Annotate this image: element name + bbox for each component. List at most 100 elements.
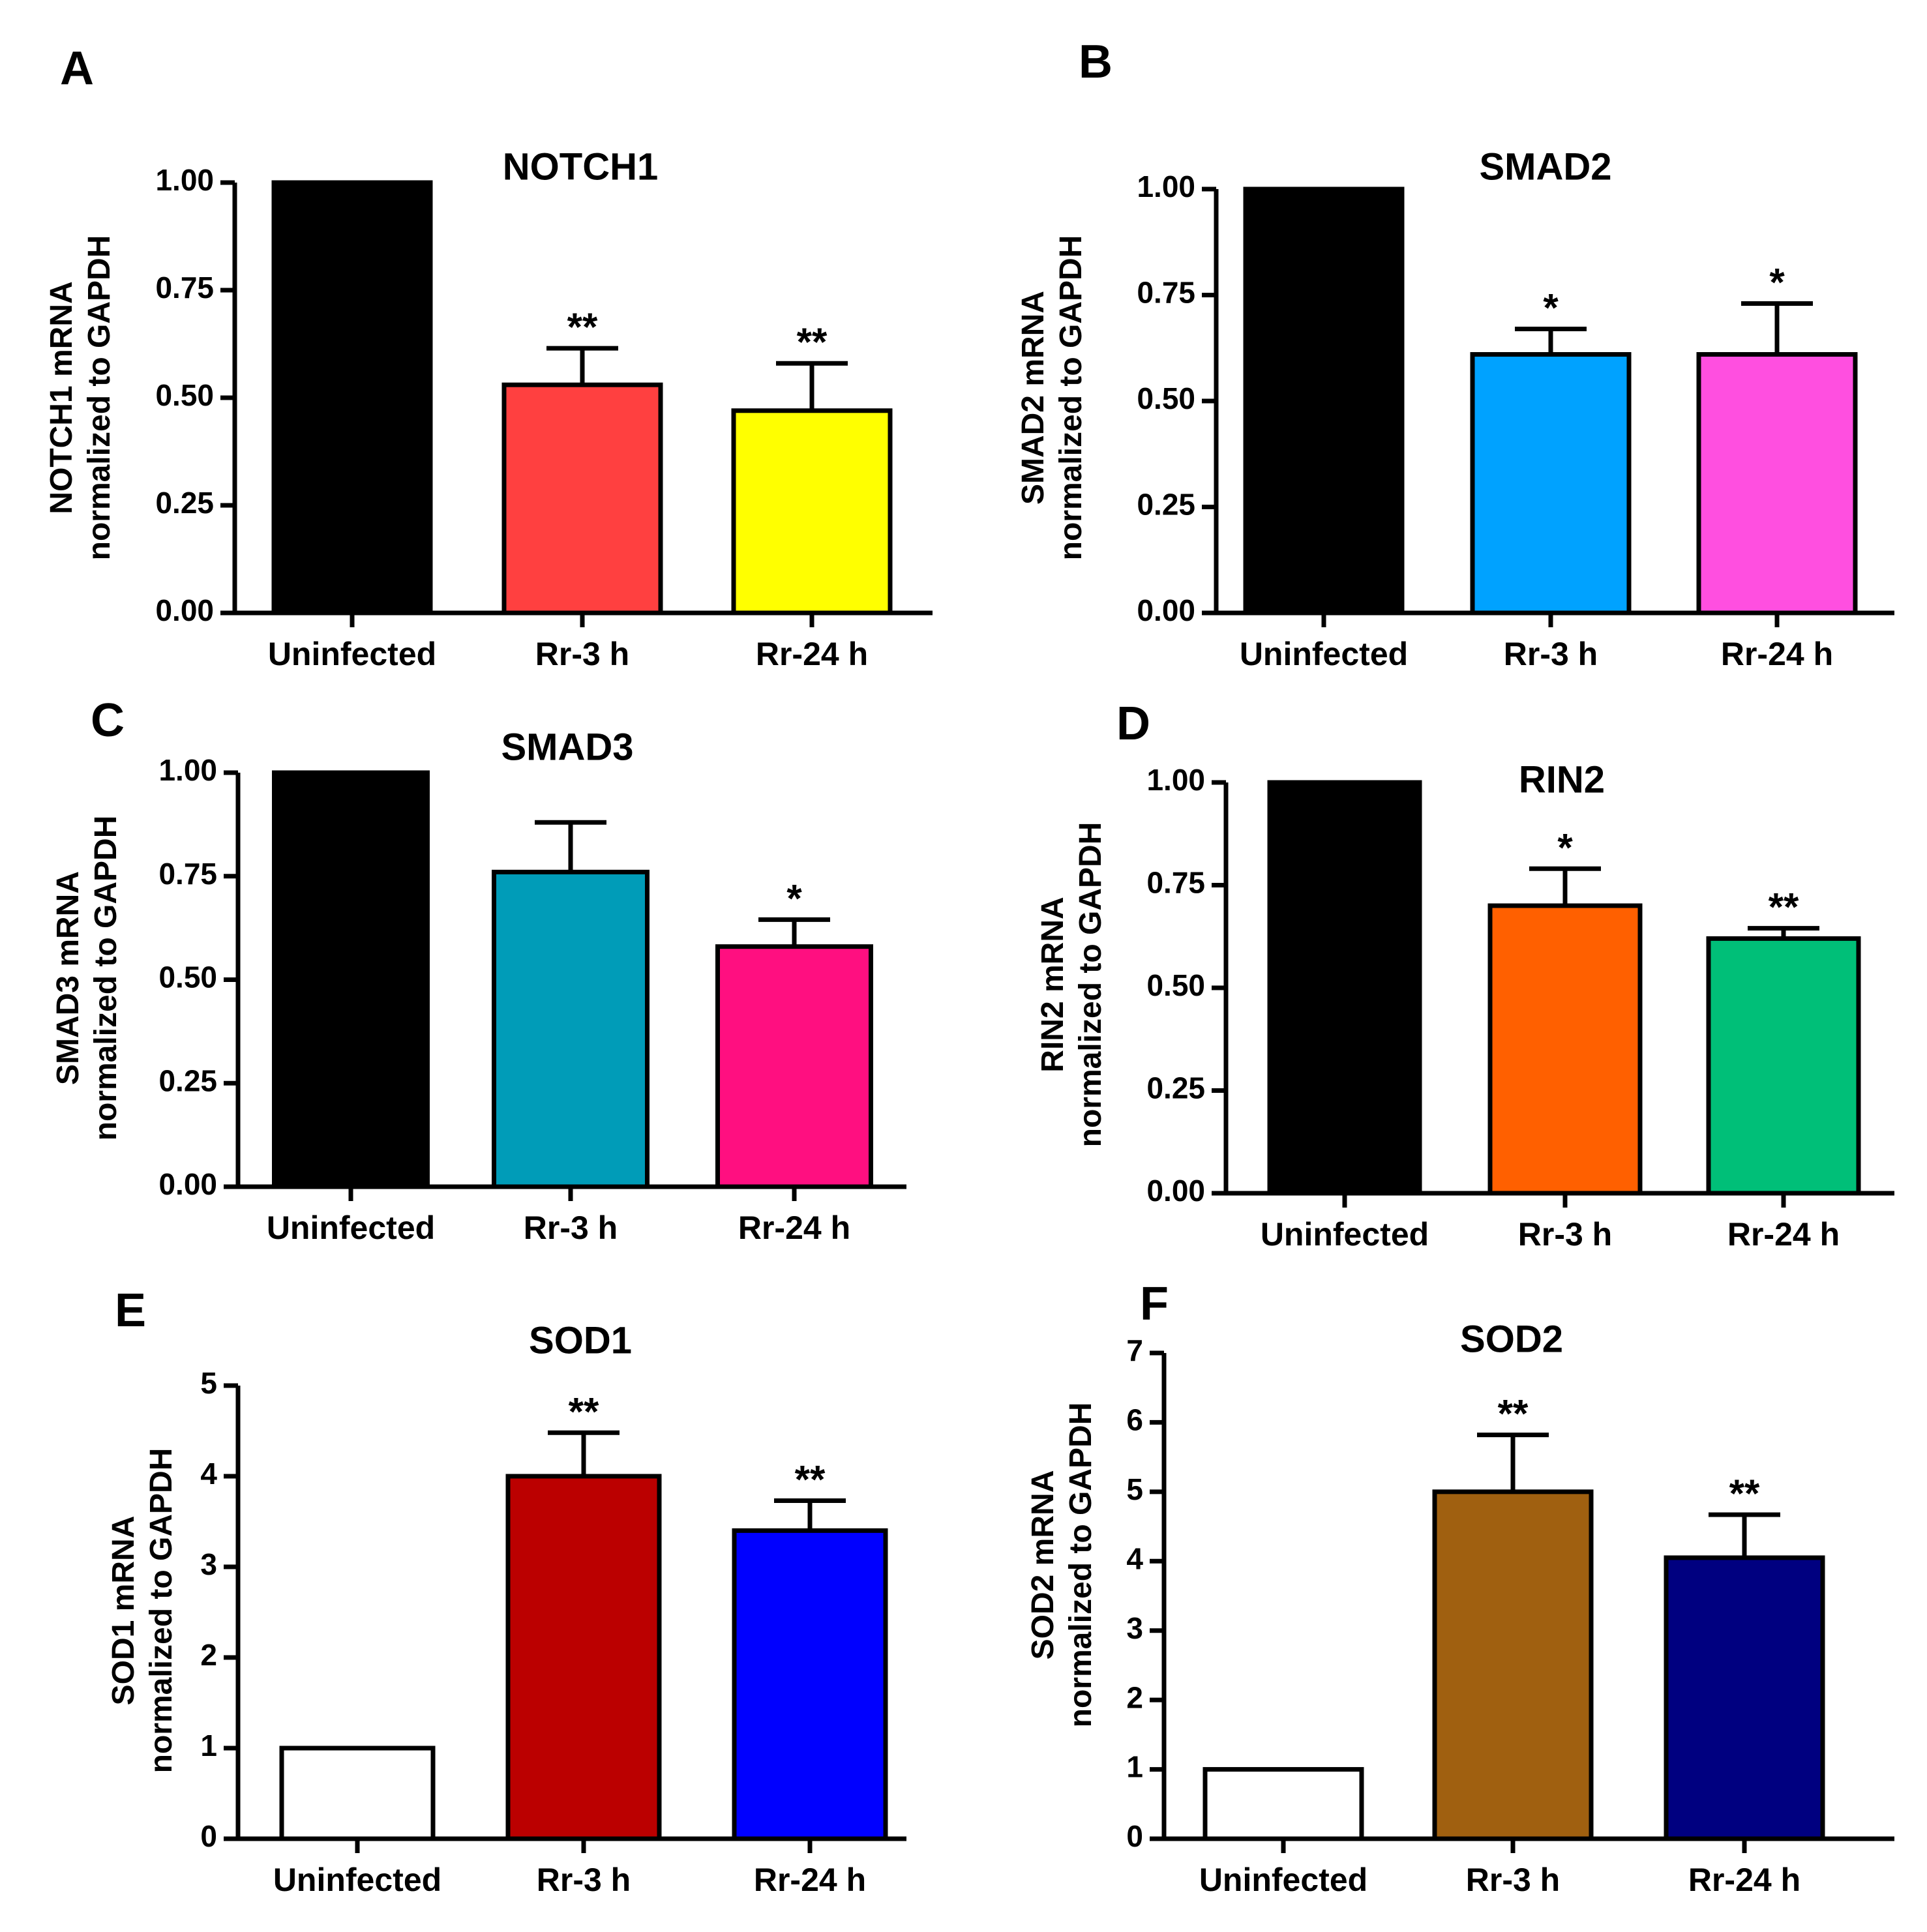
y-tick-label-d-4: 0.75 [1146,866,1205,900]
y-tick-label-d-2: 0.25 [1146,1071,1205,1105]
panel-letter-c: C [91,694,125,747]
y-axis-label-f: SOD2 mRNA normalized to GAPDH [1026,1403,1098,1728]
y-tick-label-f-3: 2 [1126,1680,1143,1714]
chart-panel-b: B SMAD2 SMAD2 mRNA normalized to GAPDH Uninf… [1016,36,1894,672]
panel-letter-b: B [1079,36,1113,88]
chart-panel-d: D RIN2 RIN2 mRNA normalized to GAPDH Uninfec… [1036,698,1894,1253]
y-axis-label-line-e-1: SOD1 mRNA [106,1516,141,1706]
panel-letter-f: F [1140,1278,1169,1330]
chart-panel-a: A NOTCH1 NOTCH1 mRNA normalized to GAPDH Uni… [44,42,933,672]
significance-marker-d-3: ** [1769,885,1799,929]
y-axis-label-line-a-1: NOTCH1 mRNA [44,281,79,514]
y-tick-label-f-4: 3 [1126,1611,1143,1645]
y-axis-label-line-b-1: SMAD2 mRNA [1016,291,1051,505]
significance-marker-e-3: ** [795,1458,826,1502]
significance-marker-c-3: * [786,876,802,920]
y-tick-label-e-4: 3 [200,1547,217,1581]
x-tick-label-c-1: Uninfected [267,1210,435,1246]
x-tick-label-c-3: Rr-24 h [738,1210,850,1246]
chart-panel-c: C SMAD3 SMAD3 mRNA normalized to GAPDH Uninf… [51,694,906,1246]
x-tick-label-d-2: Rr-3 h [1518,1216,1612,1253]
panel-letter-a: A [60,42,94,95]
significance-marker-b-3: * [1769,261,1785,305]
y-axis-label-line-a-2: normalized to GAPDH [82,235,117,561]
y-axis-label-line-f-2: normalized to GAPDH [1064,1403,1098,1728]
bar-d-1 [1267,780,1422,1196]
y-tick-label-a-5: 1.00 [155,163,214,197]
chart-title-c: SMAD3 [501,726,633,768]
y-axis-label-line-f-1: SOD2 mRNA [1026,1470,1060,1660]
x-tick-label-a-2: Rr-3 h [535,636,629,672]
y-tick-label-c-1: 0.00 [158,1167,217,1201]
bar-f-1 [1203,1767,1364,1841]
panel-letter-d: D [1116,698,1150,750]
bar-b-1 [1243,186,1405,616]
chart-panel-e: E SOD1 SOD1 mRNA normalized to GAPDH Uninfec… [106,1285,906,1898]
x-tick-label-f-2: Rr-3 h [1466,1862,1560,1898]
bar-b-3 [1696,352,1858,616]
y-axis-label-line-d-1: RIN2 mRNA [1036,897,1070,1072]
y-tick-label-b-2: 0.25 [1137,488,1195,522]
bar-e-3 [732,1528,888,1841]
x-tick-label-b-1: Uninfected [1240,636,1408,672]
y-axis-label-line-c-2: normalized to GAPDH [89,816,123,1141]
significance-marker-a-3: ** [797,320,828,364]
x-tick-label-f-1: Uninfected [1199,1862,1367,1898]
x-tick-label-d-3: Rr-24 h [1727,1216,1840,1253]
bar-c-1 [272,770,430,1189]
y-tick-label-c-4: 0.75 [158,857,217,891]
x-tick-label-b-3: Rr-24 h [1721,636,1833,672]
bar-e-1 [279,1746,436,1841]
y-tick-label-e-2: 1 [200,1729,217,1762]
significance-marker-b-2: * [1543,286,1559,330]
y-axis-label-e: SOD1 mRNA normalized to GAPDH [106,1448,179,1774]
bar-e-2 [505,1474,662,1841]
chart-title-d: RIN2 [1519,758,1605,801]
y-tick-label-b-3: 0.50 [1137,381,1195,415]
x-tick-label-d-1: Uninfected [1261,1216,1429,1253]
y-tick-label-f-7: 6 [1126,1403,1143,1437]
bar-c-2 [492,869,650,1189]
chart-title-f: SOD2 [1460,1318,1563,1360]
y-tick-label-f-5: 4 [1126,1541,1143,1575]
y-axis-label-b: SMAD2 mRNA normalized to GAPDH [1016,235,1088,561]
y-tick-label-f-2: 1 [1126,1750,1143,1784]
bar-a-2 [501,382,663,616]
bar-d-2 [1487,903,1643,1196]
y-tick-label-b-1: 0.00 [1137,593,1195,627]
chart-title-e: SOD1 [529,1319,632,1361]
y-tick-label-f-6: 5 [1126,1472,1143,1506]
y-tick-label-b-4: 0.75 [1137,276,1195,310]
y-tick-label-d-1: 0.00 [1146,1174,1205,1208]
y-tick-label-d-3: 0.50 [1146,968,1205,1002]
x-tick-label-f-3: Rr-24 h [1688,1862,1800,1898]
y-tick-label-f-8: 7 [1126,1333,1143,1367]
y-tick-label-b-5: 1.00 [1137,170,1195,203]
y-tick-label-c-3: 0.50 [158,960,217,994]
y-axis-label-line-b-2: normalized to GAPDH [1054,235,1088,561]
bar-f-3 [1664,1555,1825,1841]
y-axis-label-c: SMAD3 mRNA normalized to GAPDH [51,816,123,1141]
y-axis-label-line-d-2: normalized to GAPDH [1073,822,1108,1148]
significance-marker-f-3: ** [1729,1472,1760,1515]
y-tick-label-a-4: 0.75 [155,271,214,305]
y-axis-label-a: NOTCH1 mRNA normalized to GAPDH [44,235,117,561]
y-axis-label-line-c-1: SMAD3 mRNA [51,871,85,1085]
y-tick-label-a-1: 0.00 [155,593,214,627]
y-tick-label-e-5: 4 [200,1457,217,1491]
y-tick-label-a-2: 0.25 [155,486,214,520]
significance-marker-a-2: ** [567,305,598,349]
bar-a-1 [271,180,433,616]
chart-title-b: SMAD2 [1479,145,1611,188]
x-tick-label-c-2: Rr-3 h [524,1210,618,1246]
bar-b-2 [1470,352,1632,616]
significance-marker-d-2: * [1557,825,1573,869]
y-tick-label-e-3: 2 [200,1638,217,1672]
x-tick-label-e-1: Uninfected [273,1862,441,1898]
y-tick-label-e-6: 5 [200,1366,217,1400]
significance-marker-e-2: ** [569,1390,599,1433]
panel-letter-e: E [115,1285,146,1337]
bar-f-2 [1432,1489,1594,1841]
significance-marker-f-2: ** [1498,1392,1529,1436]
y-tick-label-c-2: 0.25 [158,1063,217,1097]
